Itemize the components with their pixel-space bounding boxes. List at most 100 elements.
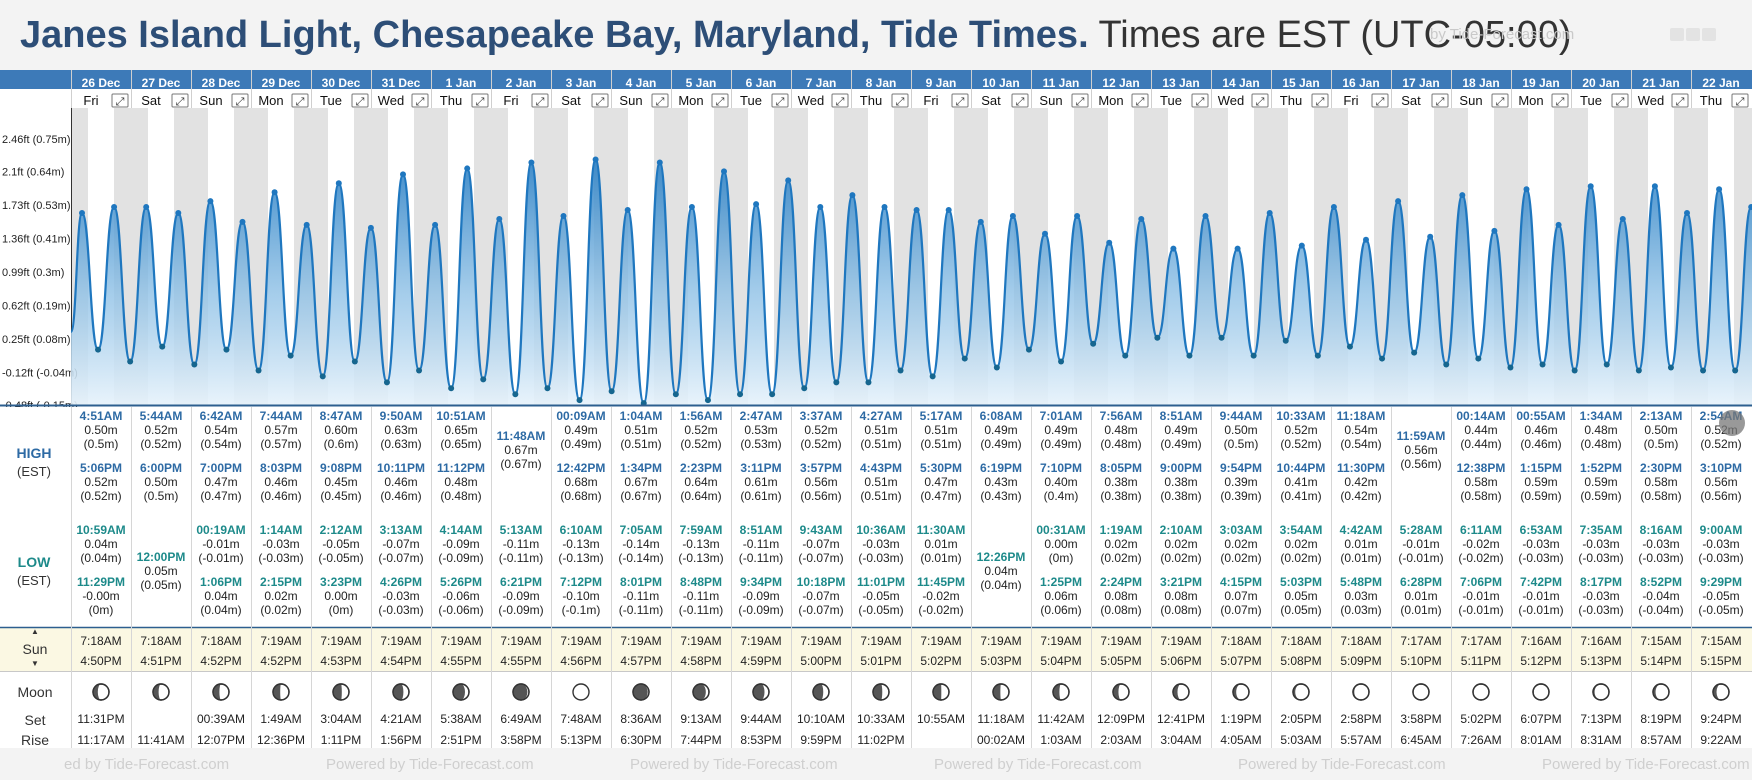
low-tide-point [1411, 349, 1418, 356]
low-tide-height-m: (-0.14m) [618, 551, 663, 565]
high-tide-height: 0.53m [744, 423, 777, 437]
high-tide-point [496, 215, 503, 222]
low-tide-height: 0.05m [1284, 589, 1317, 603]
expand-icon [1011, 93, 1029, 108]
footer-watermark: Powered by Tide-Forecast.com [630, 756, 838, 773]
y-tick-label: 2.1ft (0.64m) [2, 166, 64, 178]
high-tide-point [239, 218, 246, 225]
moon-shadow [753, 684, 765, 700]
sunrise-time: 7:19AM [380, 634, 421, 648]
high-tide-height: 0.46m [384, 475, 417, 489]
high-tide-time: 7:01AM [1040, 409, 1083, 423]
dow-label: Sun [199, 93, 222, 108]
dow-label: Fri [83, 93, 98, 108]
moon-outline [1592, 683, 1610, 701]
low-tide-point [191, 361, 198, 368]
high-tide-height: 0.48m [1104, 423, 1137, 437]
low-tide-height-m: (0m) [89, 603, 114, 617]
low-tide-time: 2:24PM [1100, 575, 1142, 589]
expand-arrows-icon: ⤢ [236, 96, 245, 108]
low-tide-height: -0.10m [562, 589, 599, 603]
high-tide-height-m: (0.52m) [680, 437, 721, 451]
expand-icon [771, 93, 789, 108]
low-tide-height-m: (-0.03m) [858, 551, 903, 565]
moonset-time: 9:24PM [1700, 712, 1741, 726]
moon-outline [1352, 683, 1370, 701]
date-label: 27 Dec [142, 76, 181, 90]
moon-shadow [273, 684, 281, 700]
sunrise-time: 7:18AM [200, 634, 241, 648]
high-tide-time: 1:34PM [620, 461, 662, 475]
expand-arrows-icon: ⤢ [776, 96, 785, 108]
moonrise-time: 6:30PM [620, 733, 661, 747]
expand-icon [711, 93, 729, 108]
low-tide-height-m: (-0.11m) [499, 551, 543, 565]
moon-shadow [453, 684, 465, 700]
moon-outline [1232, 683, 1250, 701]
date-label: 12 Jan [1102, 76, 1139, 90]
low-tide-point [1539, 361, 1546, 368]
title-bar: Janes Island Light, Chesapeake Bay, Mary… [0, 0, 1752, 70]
footer-watermark: Powered by Tide-Forecast.com [1542, 756, 1750, 773]
low-tide-point [801, 385, 808, 392]
low-tide-height-m: (-0.03m) [1638, 551, 1683, 565]
high-tide-time: 10:44PM [1277, 461, 1326, 475]
low-tide-height: 0.06m [1044, 589, 1077, 603]
high-tide-height-m: (0.53m) [740, 437, 781, 451]
low-tide-point [1282, 337, 1289, 344]
high-tide-height: 0.51m [864, 475, 897, 489]
expand-arrows-icon: ⤢ [1376, 96, 1385, 108]
low-tide-height-m: (0m) [329, 603, 354, 617]
moonset-time: 5:38AM [440, 712, 481, 726]
sunrise-time: 7:18AM [80, 634, 121, 648]
moonrise-time: 5:57AM [1340, 733, 1381, 747]
high-tide-time: 9:54PM [1220, 461, 1262, 475]
high-tide-height: 0.58m [1644, 475, 1677, 489]
low-tide-height-m: (-0.01m) [1518, 603, 1563, 617]
moonset-time: 1:49AM [260, 712, 301, 726]
low-tide-time: 3:21PM [1160, 575, 1202, 589]
high-tide-point [1106, 239, 1113, 246]
tide-table: 2.46ft (0.75m) 2.1ft (0.64m) 1.73ft (0.53m… [0, 70, 1752, 748]
high-tide-height-m: (0.54m) [200, 437, 241, 451]
low-tide-time: 4:26PM [380, 575, 422, 589]
expand-icon [411, 93, 429, 108]
low-tide-height: 0.08m [1164, 589, 1197, 603]
high-tide-point [79, 209, 85, 216]
title-location: Janes Island Light, Chesapeake Bay, Mary… [20, 14, 1089, 56]
dow-label: Wed [378, 93, 405, 108]
expand-arrows-icon: ⤢ [1136, 96, 1145, 108]
high-tide-time: 1:15PM [1520, 461, 1562, 475]
low-tide-height: 0.02m [1104, 537, 1137, 551]
moonset-time: 4:21AM [380, 712, 421, 726]
low-tide-point [1025, 346, 1032, 353]
low-tide-height: -0.01m [1402, 537, 1439, 551]
moonrise-time: 9:22AM [1700, 733, 1741, 747]
expand-icon [891, 93, 909, 108]
high-tide-height-m: (0.6m) [324, 437, 359, 451]
low-tide-height: -0.07m [382, 537, 419, 551]
sunrise-time: 7:19AM [560, 634, 601, 648]
low-tide-height: 0.02m [264, 589, 297, 603]
low-tide-point [672, 391, 679, 398]
expand-arrows-icon: ⤢ [596, 96, 605, 108]
low-tide-height-m: (0.05m) [140, 578, 181, 592]
dow-label: Sun [619, 93, 642, 108]
low-tide-time: 11:01PM [857, 575, 905, 589]
dow-label: Sat [981, 93, 1001, 108]
header-corner-lower [0, 89, 71, 108]
high-tide-time: 9:44AM [1220, 409, 1263, 423]
high-tide-time: 6:08AM [980, 409, 1023, 423]
high-tide-time: 9:08PM [320, 461, 362, 475]
high-tide-time: 2:30PM [1640, 461, 1682, 475]
low-tide-height-m: (-0.03m) [378, 603, 423, 617]
low-tide-height-m: (-0.09m) [438, 551, 483, 565]
high-tide-time: 10:11PM [377, 461, 425, 475]
low-tide-time: 5:48PM [1340, 575, 1382, 589]
high-tide-time: 5:06PM [80, 461, 122, 475]
